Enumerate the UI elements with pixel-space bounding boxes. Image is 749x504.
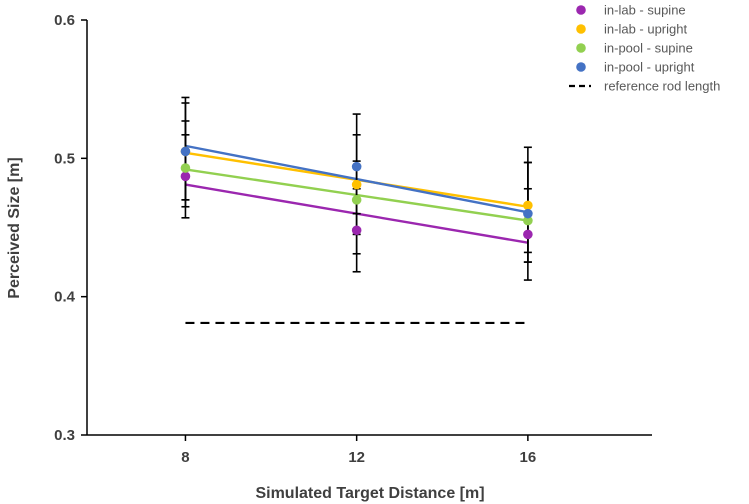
y-axis-title: Perceived Size [m] (6, 157, 23, 298)
data-point (523, 215, 533, 226)
legend-marker (576, 5, 586, 15)
data-point (351, 161, 362, 172)
y-tick-label: 0.6 (54, 12, 75, 29)
data-points (180, 146, 533, 240)
data-point (523, 229, 533, 240)
legend-label: in-lab - supine (604, 3, 686, 18)
data-point (351, 225, 362, 236)
x-axis-title: Simulated Target Distance [m] (255, 485, 484, 502)
data-point (351, 179, 362, 190)
legend-marker (576, 24, 586, 34)
legend-label: in-pool - upright (604, 60, 695, 75)
data-point (180, 146, 191, 157)
y-tick-label: 0.5 (54, 150, 75, 167)
y-tick-label: 0.4 (54, 289, 76, 306)
data-point (351, 195, 362, 205)
legend-label: in-pool - supine (604, 41, 693, 56)
x-tick-label: 12 (348, 449, 365, 466)
legend-label: in-lab - upright (604, 22, 687, 37)
legend-marker (576, 43, 586, 53)
data-point (523, 200, 533, 211)
data-point (180, 163, 191, 173)
legend-marker (576, 62, 586, 72)
x-tick-label: 16 (520, 449, 537, 466)
y-tick-label: 0.3 (54, 427, 75, 444)
data-point (523, 208, 533, 219)
legend: in-lab - supine in-lab - upright in-pool -… (569, 3, 720, 94)
y-axis-ticks: 0.3 0.4 0.5 0.6 (54, 12, 87, 444)
x-axis-ticks: 8 12 16 (181, 435, 536, 466)
x-tick-label: 8 (181, 449, 189, 466)
data-point (180, 171, 191, 182)
legend-label: reference rod length (604, 79, 720, 94)
